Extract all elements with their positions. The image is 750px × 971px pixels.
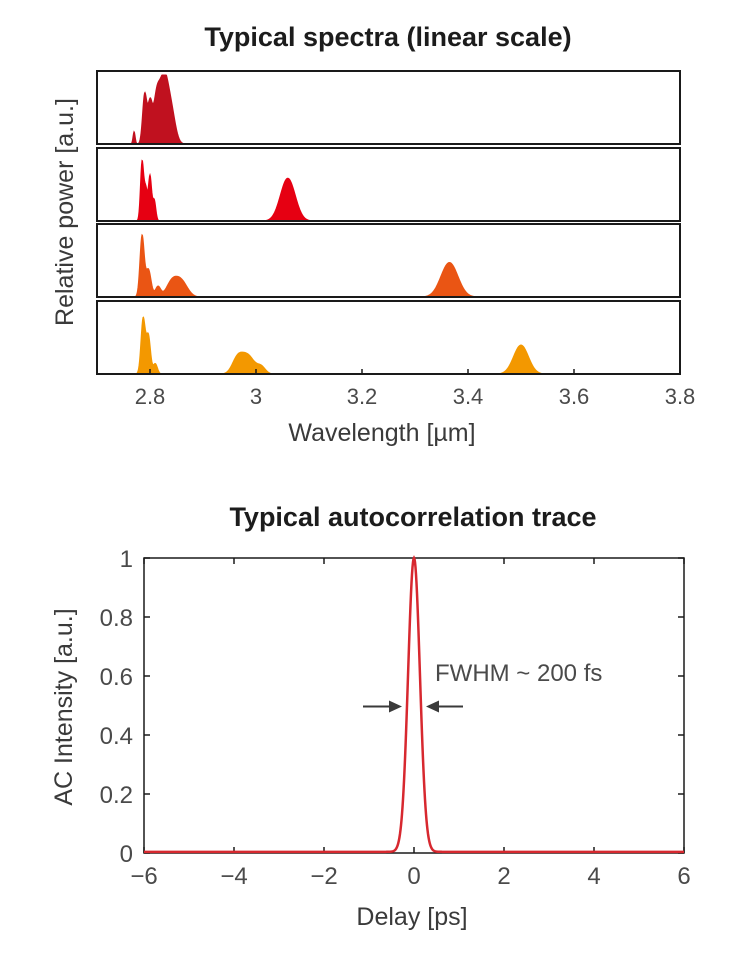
ac-x-tick-label: −2 [310,863,337,890]
spectra-x-tick-label: 3.2 [347,384,378,409]
ac-y-tick-label: 0.6 [100,664,133,691]
fwhm-annotation: FWHM ~ 200 fs [435,660,602,687]
ac-trace-line [144,555,684,854]
ac-y-tick-label: 1 [120,546,133,573]
spectrum-2-area [97,159,680,222]
spectra-x-tick-label: 3 [250,384,262,409]
ac-y-label: AC Intensity [a.u.] [50,608,78,805]
ac-x-label: Delay [ps] [356,903,467,931]
spectra-x-tick-label: 2.8 [135,384,166,409]
ac-y-tick-label: 0.8 [100,605,133,632]
spectrum-panel-4-frame [96,300,681,375]
fwhm-left-arrow-icon [389,700,402,713]
ac-y-tick-label: 0.2 [100,782,133,809]
ac-x-tick-label: 6 [677,863,690,890]
spectrum-panel-2-frame [96,147,681,222]
ac-x-tick-label: 0 [407,863,420,890]
ac-plot-frame [143,557,685,854]
spectra-x-tick-label: 3.8 [665,384,696,409]
ac-axes: −6 −4 −2 0 2 4 6 0 0.2 0.4 0.6 0.8 1 [100,546,691,890]
spectra-x-tick-label: 3.4 [453,384,484,409]
ac-x-tick-label: 2 [497,863,510,890]
spectra-x-label: Wavelength [µm] [288,419,475,447]
ac-x-tick-label: 4 [587,863,600,890]
ac-y-tick-label: 0 [120,841,133,868]
ac-title: Typical autocorrelation trace [229,502,596,532]
spectrum-4-area [97,316,680,375]
spectrum-1-area [97,74,680,145]
spectra-x-ticks: 2.8 3 3.2 3.4 3.6 3.8 [135,369,696,409]
spectrum-3-area [97,233,680,298]
spectra-y-label: Relative power [a.u.] [51,98,79,326]
spectrum-panel-3-frame [96,223,681,298]
ac-x-tick-label: −4 [220,863,247,890]
spectra-x-tick-label: 3.6 [559,384,590,409]
spectra-panels [96,70,681,375]
spectrum-panel-1-frame [96,70,681,145]
spectra-title: Typical spectra (linear scale) [204,22,571,52]
ac-y-tick-label: 0.4 [100,723,133,750]
fwhm-right-arrow-icon [426,700,439,713]
ac-x-tick-label: −6 [130,863,157,890]
